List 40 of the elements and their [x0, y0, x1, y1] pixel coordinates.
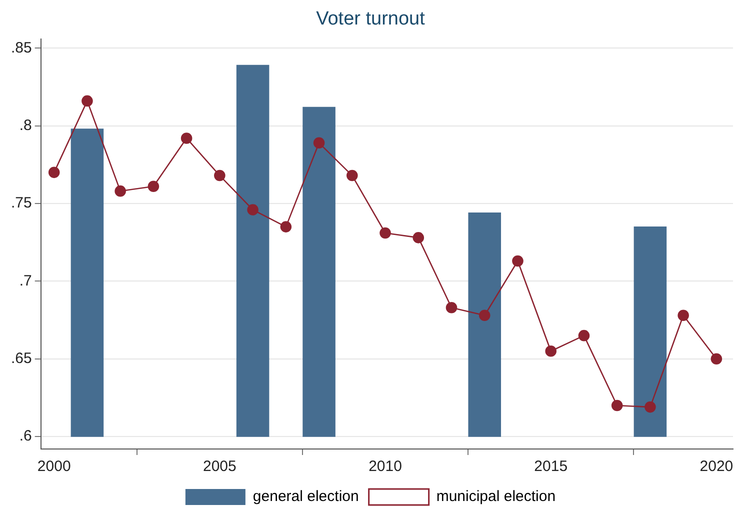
point	[678, 310, 689, 322]
x-tick-label: 2010	[368, 458, 402, 476]
x-tick-label: 2015	[534, 458, 568, 476]
y-tick-label: .7	[19, 272, 32, 290]
point	[247, 204, 258, 216]
point	[82, 95, 93, 107]
bar	[70, 128, 104, 437]
y-tick-label: .6	[19, 428, 32, 445]
point	[280, 221, 292, 232]
y-tick-label: .65	[10, 350, 32, 368]
point	[48, 166, 60, 178]
legend-label: municipal election	[436, 488, 556, 506]
point	[313, 137, 325, 149]
x-tick-label: 2020	[700, 458, 734, 476]
point	[478, 310, 490, 322]
x-tick-label: 2000	[37, 458, 71, 476]
point	[214, 170, 226, 182]
bar	[302, 106, 336, 437]
bar	[468, 212, 502, 437]
point	[148, 180, 160, 192]
y-tick-label: .85	[10, 39, 32, 56]
bar	[236, 64, 270, 437]
bar	[634, 226, 667, 437]
point	[346, 170, 358, 182]
x-tick-label: 2005	[202, 458, 236, 476]
y-tick-label: .8	[19, 116, 32, 134]
point	[512, 255, 524, 267]
point	[412, 232, 424, 244]
point	[644, 401, 656, 413]
point	[710, 353, 722, 365]
point	[446, 302, 458, 314]
point	[380, 227, 391, 239]
point	[578, 330, 590, 342]
point	[611, 400, 623, 412]
point	[114, 185, 126, 197]
y-tick-label: .75	[10, 194, 32, 212]
point	[545, 345, 557, 357]
point	[180, 132, 192, 144]
legend-label: general election	[252, 488, 359, 506]
chart-title: Voter turnout	[316, 8, 426, 30]
